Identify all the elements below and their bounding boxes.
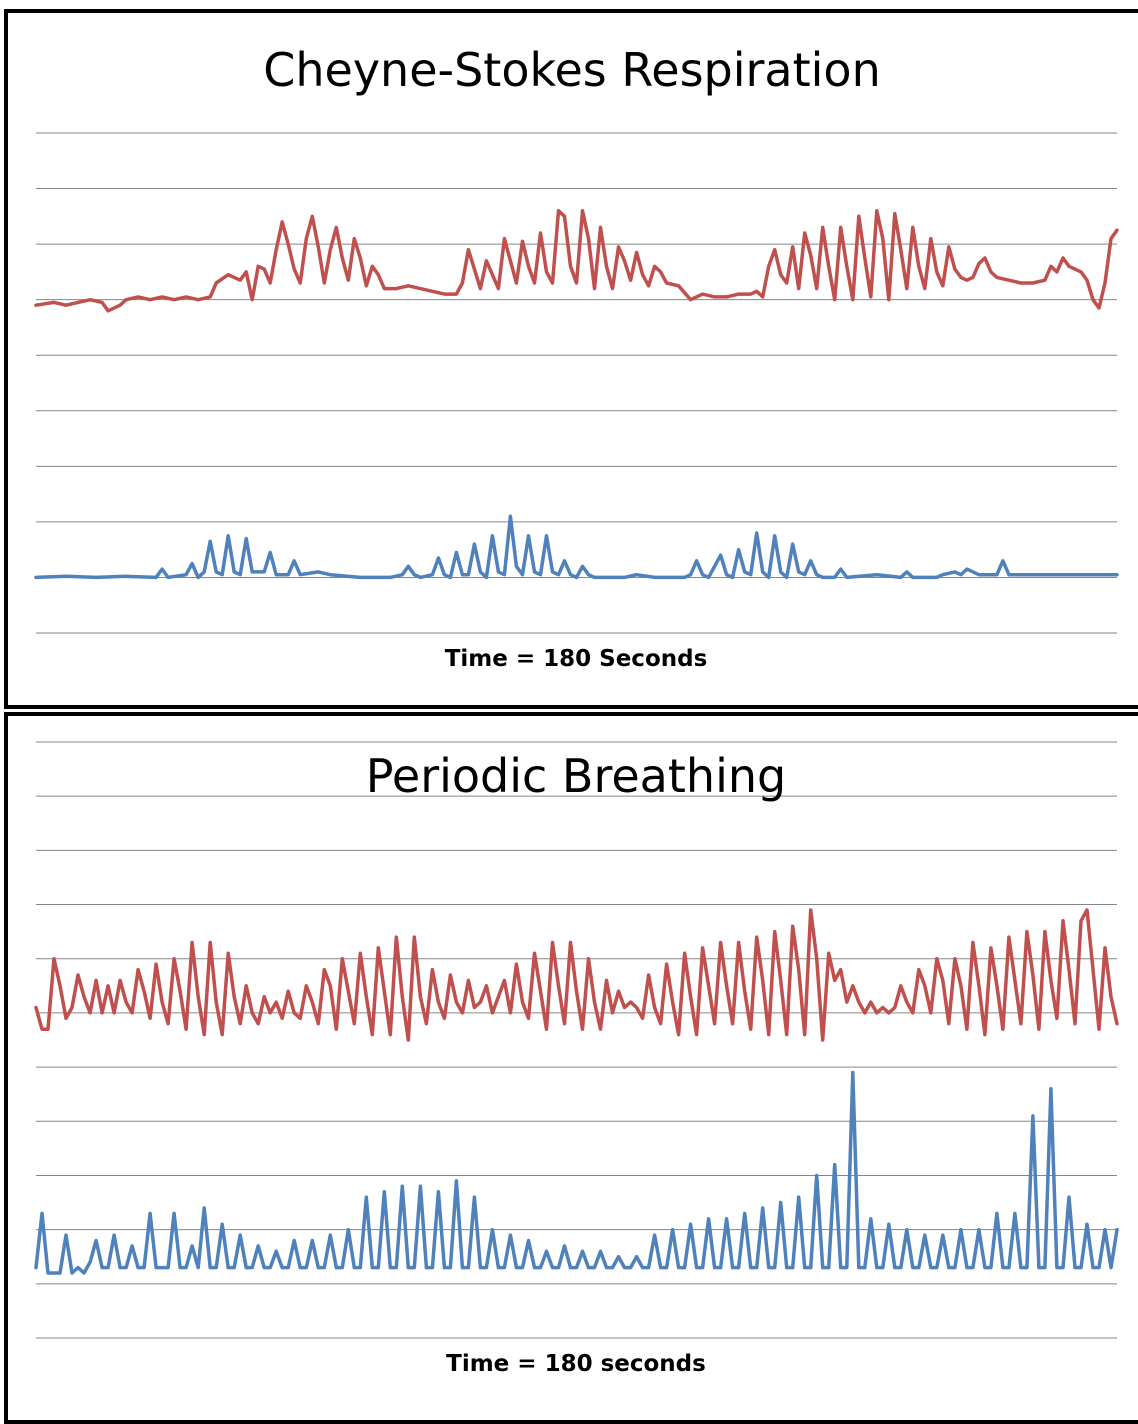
gridlines: [36, 132, 1117, 634]
chart-panel-periodic-breathing: [4, 712, 1138, 1424]
chart-periodic-breathing: Periodic Breathing Time = 180 seconds: [34, 741, 1119, 1377]
x-axis-label: Time = 180 Seconds: [445, 646, 708, 672]
chart-title: Periodic Breathing: [366, 749, 786, 803]
series-line-blue: [34, 514, 1119, 580]
chart-panel-cheyne-stokes: [4, 9, 1138, 709]
series-line-red: [34, 908, 1119, 1042]
chart-cheyne-stokes: Cheyne-Stokes Respiration Time = 180 Sec…: [34, 43, 1119, 672]
x-axis-label: Time = 180 seconds: [446, 1351, 706, 1377]
series-group: [34, 209, 1119, 580]
series-line-red: [34, 209, 1119, 313]
gridlines: [36, 741, 1117, 1339]
chart-title: Cheyne-Stokes Respiration: [263, 43, 880, 97]
series-group: [34, 908, 1119, 1275]
series-line-blue: [34, 1070, 1119, 1275]
